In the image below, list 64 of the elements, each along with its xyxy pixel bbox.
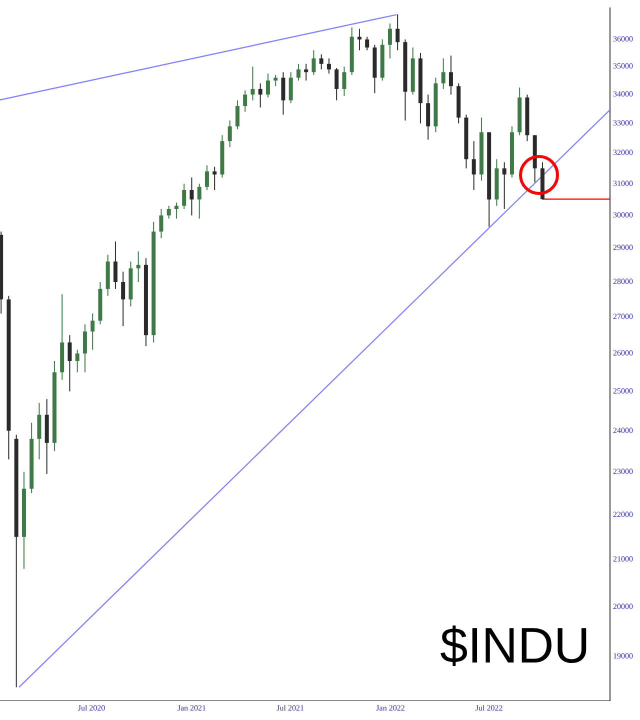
x-tick-label: Jul 2022	[475, 703, 503, 712]
candlestick	[334, 68, 339, 101]
y-tick-label: 20000	[613, 602, 633, 611]
candlestick	[197, 183, 202, 220]
x-tick-label: Jan 2022	[376, 703, 405, 712]
candlestick	[312, 50, 316, 76]
candlestick	[121, 271, 126, 327]
candlestick	[228, 120, 232, 148]
candlestick	[204, 164, 209, 191]
y-tick-label: 31000	[613, 178, 633, 188]
candlestick	[243, 90, 248, 112]
candlestick	[396, 14, 400, 51]
candlestick	[266, 73, 270, 98]
candlestick	[235, 100, 240, 130]
x-tick-label: Jan 2021	[177, 703, 206, 712]
y-tick-label: 26000	[613, 348, 633, 358]
candlestick	[342, 66, 346, 97]
candlestick	[441, 58, 446, 90]
candlestick	[174, 202, 178, 220]
candlestick	[357, 28, 362, 51]
candlestick	[68, 334, 72, 392]
y-tick-label: 29000	[613, 243, 633, 252]
y-tick-label: 21000	[613, 554, 633, 564]
y-tick-label: 19000	[613, 651, 633, 660]
y-tick-label: 34000	[613, 90, 633, 99]
candlestick	[365, 36, 370, 51]
candlestick	[159, 208, 164, 239]
y-tick-label: 25000	[613, 386, 633, 396]
x-tick-label: Jul 2021	[276, 703, 304, 712]
candlestick	[258, 82, 262, 108]
text: $INDU	[440, 617, 590, 674]
candlestick	[388, 22, 392, 59]
y-tick-label: 30000	[613, 210, 633, 220]
candlestick	[274, 74, 278, 87]
candlestick	[326, 58, 331, 74]
candlestick	[75, 349, 80, 373]
y-tick-label: 23000	[613, 466, 633, 476]
candlestick	[319, 54, 324, 70]
y-tick-label: 36000	[613, 34, 633, 44]
candlestick	[304, 63, 308, 82]
candlestick	[212, 166, 217, 191]
candlestick	[448, 55, 453, 96]
y-tick-label: 27000	[613, 312, 633, 322]
candlestick	[426, 94, 430, 140]
y-tick-label: 22000	[613, 510, 633, 519]
y-tick-label: 32000	[613, 148, 633, 158]
candlestick	[288, 72, 293, 104]
y-tick-label: 35000	[613, 62, 633, 71]
candlestick	[472, 140, 476, 191]
candlestick	[136, 250, 140, 282]
candlestick	[113, 240, 118, 290]
candlestick	[90, 313, 95, 350]
candlestick	[281, 72, 286, 116]
y-tick-label: 28000	[613, 277, 633, 286]
candlestick	[166, 205, 171, 220]
y-tick-label: 24000	[613, 426, 633, 435]
candlestick	[182, 183, 186, 210]
x-tick-label: Jul 2020	[78, 703, 106, 712]
y-tick-label: 33000	[613, 118, 633, 128]
candlestick	[190, 177, 194, 216]
candlestick	[82, 324, 87, 373]
candlestick	[296, 63, 300, 82]
candlestick	[250, 66, 255, 101]
candlestick	[502, 162, 506, 210]
